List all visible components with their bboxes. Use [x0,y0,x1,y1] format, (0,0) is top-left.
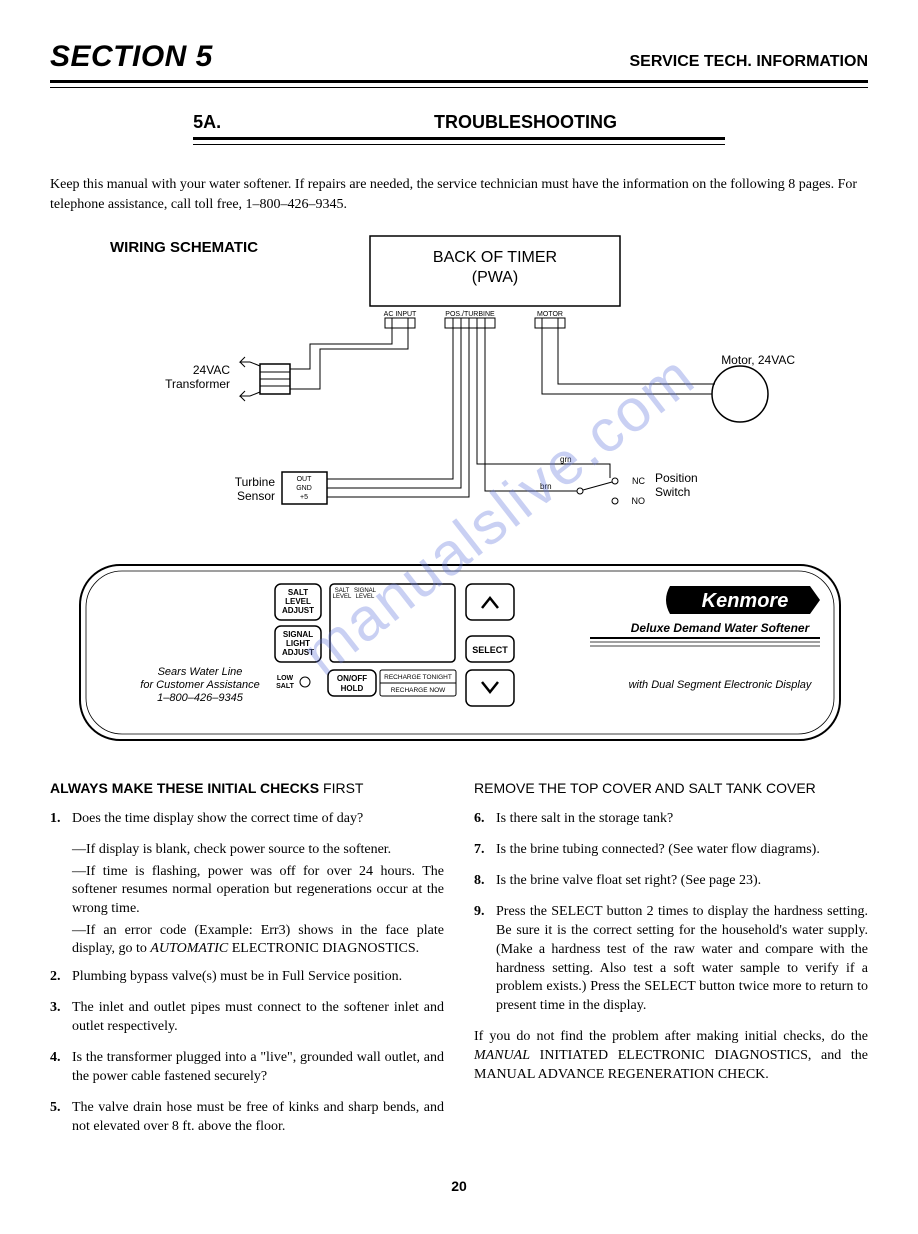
svg-text:POS./TURBINE: POS./TURBINE [445,311,495,318]
list-item: 9.Press the SELECT button 2 times to dis… [474,903,868,1016]
svg-text:Deluxe Demand Water Softener: Deluxe Demand Water Softener [631,621,811,635]
svg-text:Motor, 24VAC: Motor, 24VAC [721,353,795,367]
svg-text:Position: Position [655,471,698,485]
svg-text:Sensor: Sensor [237,489,275,503]
svg-text:AC INPUT: AC INPUT [384,311,417,318]
page-number: 20 [50,1178,868,1194]
list-item: 2.Plumbing bypass valve(s) must be in Fu… [50,968,444,987]
svg-text:BACK OF TIMER: BACK OF TIMER [433,249,557,266]
content-columns: ALWAYS MAKE THESE INITIAL CHECKS FIRST 1… [50,780,868,1148]
list-item: 5.The valve drain hose must be free of k… [50,1099,444,1137]
left-heading: ALWAYS MAKE THESE INITIAL CHECKS FIRST [50,780,444,796]
svg-text:Turbine: Turbine [235,475,276,489]
sub-item: ––If an error code (Example: Err3) shows… [72,922,444,958]
svg-text:SELECT: SELECT [472,645,508,655]
svg-text:OUT: OUT [297,476,313,483]
svg-text:NC: NC [632,476,645,486]
header-right: SERVICE TECH. INFORMATION [629,53,868,71]
control-panel: Sears Water Line for Customer Assistance… [50,560,868,750]
svg-text:(PWA): (PWA) [472,269,519,286]
svg-text:ADJUST: ADJUST [282,648,314,657]
sub-item: ––If display is blank, check power sourc… [72,841,444,859]
svg-text:GND: GND [296,485,312,492]
svg-text:NO: NO [632,496,646,506]
list-item: 7.Is the brine tubing connected? (See wa… [474,841,868,860]
svg-text:LIGHT: LIGHT [286,639,310,648]
svg-text:Kenmore: Kenmore [702,590,789,612]
svg-text:LEVEL: LEVEL [333,594,352,600]
svg-text:RECHARGE NOW: RECHARGE NOW [391,687,446,694]
left-column: ALWAYS MAKE THESE INITIAL CHECKS FIRST 1… [50,780,444,1148]
section-title: SECTION 5 [50,40,213,74]
list-item: 8.Is the brine valve float set right? (S… [474,872,868,891]
svg-text:Transformer: Transformer [165,377,230,391]
svg-text:brn: brn [540,482,552,491]
svg-text:+5: +5 [300,494,308,501]
svg-text:LEVEL: LEVEL [356,594,375,600]
svg-text:for Customer Assistance: for Customer Assistance [140,679,259,691]
wiring-schematic: WIRING SCHEMATIC BACK OF TIMER (PWA) AC … [50,234,868,544]
header-rule [50,80,868,88]
right-heading: REMOVE THE TOP COVER AND SALT TANK COVER [474,780,868,796]
sub-item: ––If time is flashing, power was off for… [72,863,444,918]
list-item: 6.Is there salt in the storage tank? [474,810,868,829]
svg-text:HOLD: HOLD [341,684,364,693]
subheader-label: TROUBLESHOOTING [326,112,725,133]
subheader-number: 5A. [193,112,326,133]
svg-text:Sears Water Line: Sears Water Line [158,666,243,678]
svg-text:24VAC: 24VAC [193,363,230,377]
list-item: 1.Does the time display show the correct… [50,810,444,829]
svg-text:MOTOR: MOTOR [537,311,563,318]
svg-text:SALT: SALT [276,683,294,690]
list-item: 3.The inlet and outlet pipes must connec… [50,999,444,1037]
svg-text:LEVEL: LEVEL [285,597,311,606]
svg-text:1–800–426–9345: 1–800–426–9345 [157,692,244,704]
svg-text:ADJUST: ADJUST [282,606,314,615]
svg-text:Switch: Switch [655,485,690,499]
intro-paragraph: Keep this manual with your water softene… [50,175,868,214]
svg-text:LOW: LOW [277,675,294,682]
svg-text:with Dual Segment Electronic D: with Dual Segment Electronic Display [629,679,813,691]
page-header: SECTION 5 SERVICE TECH. INFORMATION [50,40,868,74]
right-column: REMOVE THE TOP COVER AND SALT TANK COVER… [474,780,868,1148]
svg-text:SALT: SALT [288,588,308,597]
subheader: 5A. TROUBLESHOOTING [193,112,725,145]
schematic-title: WIRING SCHEMATIC [110,239,258,256]
list-item: 4.Is the transformer plugged into a "liv… [50,1049,444,1087]
svg-text:RECHARGE TONIGHT: RECHARGE TONIGHT [384,674,452,681]
svg-text:ON/OFF: ON/OFF [337,674,367,683]
svg-text:grn: grn [560,455,572,464]
svg-text:SIGNAL: SIGNAL [283,630,313,639]
closing-paragraph: If you do not find the problem after mak… [474,1028,868,1085]
